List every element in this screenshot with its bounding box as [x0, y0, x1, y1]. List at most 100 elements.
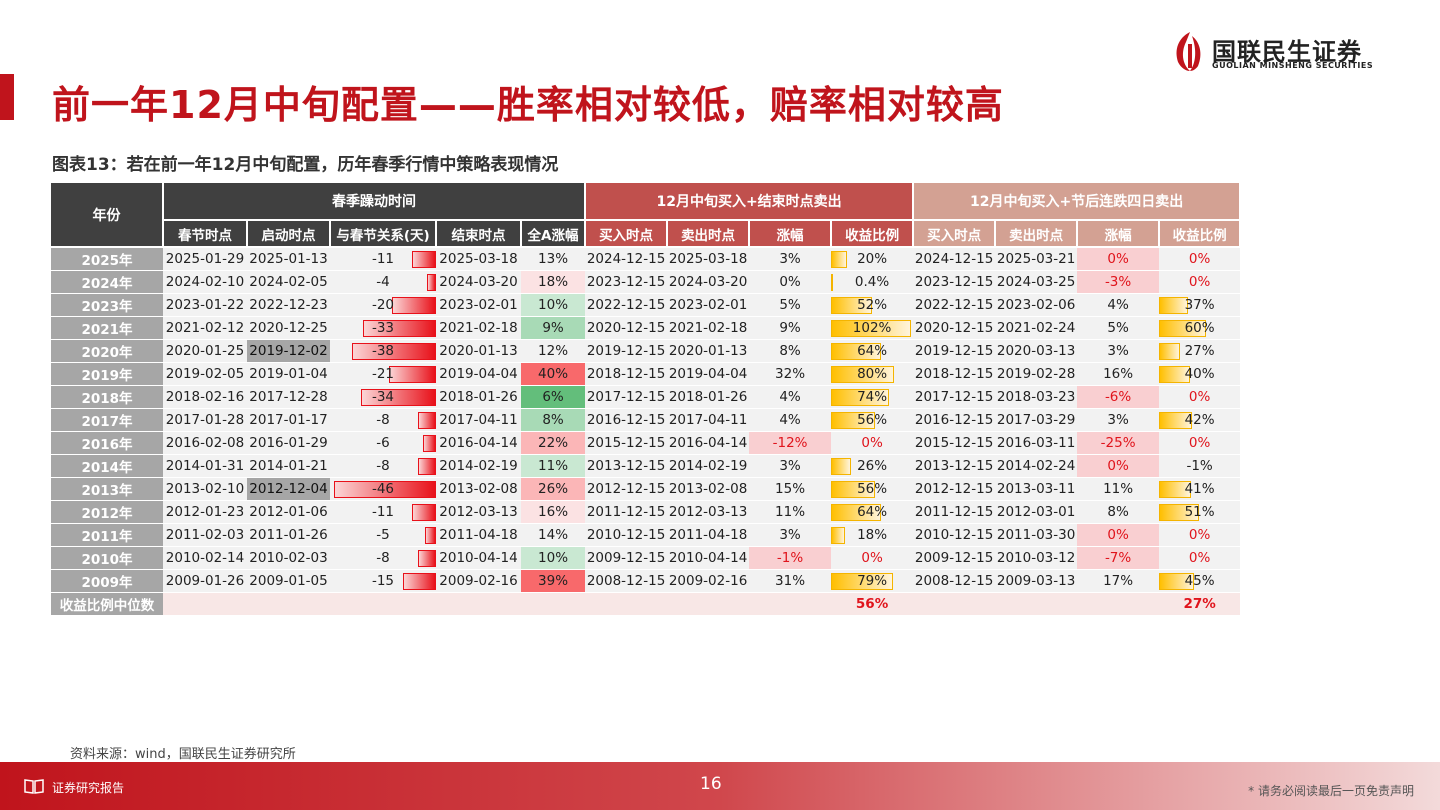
days-bar-cell: -21 — [330, 362, 436, 386]
chart-subtitle: 图表13：若在前一年12月中旬配置，历年春季行情中策略表现情况 — [52, 155, 559, 175]
ratio-cell: 0% — [831, 431, 914, 455]
date-cell: 2024-12-15 — [585, 247, 668, 271]
date-cell: 2019-12-02 — [247, 339, 330, 363]
date-cell: 2011-12-15 — [913, 500, 996, 524]
change-cell: 3% — [1077, 339, 1160, 363]
date-cell: 2015-12-15 — [585, 431, 668, 455]
change-cell: 15% — [749, 477, 832, 501]
date-cell: 2017-01-17 — [247, 408, 330, 432]
date-cell: 2009-12-15 — [913, 546, 996, 570]
change-cell: -7% — [1077, 546, 1160, 570]
date-cell: 2009-03-13 — [995, 569, 1078, 593]
date-cell: 2018-03-23 — [995, 385, 1078, 409]
date-cell: 2009-01-26 — [163, 569, 247, 593]
days-bar — [411, 251, 436, 268]
date-cell: 2011-12-15 — [585, 500, 668, 524]
header-group-strategy1: 12月中旬买入+结束时点卖出 — [585, 183, 915, 221]
ratio-cell: 0% — [831, 546, 914, 570]
median-empty — [1077, 592, 1160, 615]
date-cell: 2011-02-03 — [163, 523, 247, 547]
date-cell: 2023-12-15 — [913, 270, 996, 294]
year-label: 2010年 — [51, 546, 163, 570]
days-bar — [418, 412, 436, 429]
days-bar-cell: -6 — [330, 431, 436, 455]
date-cell: 2020-12-25 — [247, 316, 330, 340]
date-cell: 2019-02-05 — [163, 362, 247, 386]
ratio-cell: 45% — [1159, 569, 1241, 593]
median-empty — [436, 592, 521, 615]
date-cell: 2024-02-05 — [247, 270, 330, 294]
date-cell: 2010-12-15 — [913, 523, 996, 547]
table-row: 2009年 2009-01-26 2009-01-05 -15 2009-02-16 39… — [51, 569, 1241, 593]
year-label: 2025年 — [51, 247, 163, 271]
change-cell: 8% — [1077, 500, 1160, 524]
days-bar — [418, 458, 436, 475]
ratio-value: 56% — [857, 412, 888, 428]
ratio-cell: 102% — [831, 316, 914, 340]
days-bar — [362, 320, 436, 337]
ratio-bar — [831, 274, 834, 291]
year-label: 2021年 — [51, 316, 163, 340]
date-cell: 2016-04-14 — [667, 431, 750, 455]
median-empty — [667, 592, 750, 615]
change-cell: 16% — [1077, 362, 1160, 386]
days-value: -21 — [371, 366, 395, 382]
column-header: 卖出时点 — [667, 220, 751, 248]
date-cell: 2020-01-13 — [667, 339, 750, 363]
date-cell: 2017-03-29 — [995, 408, 1078, 432]
ratio-bar — [831, 458, 852, 475]
ratio-cell: 56% — [831, 477, 914, 501]
table-row: 2012年 2012-01-23 2012-01-06 -11 2012-03-13 16… — [51, 500, 1241, 524]
date-cell: 2020-01-13 — [436, 339, 521, 363]
ratio-cell: 0% — [1159, 523, 1241, 547]
date-cell: 2017-01-28 — [163, 408, 247, 432]
median-empty — [585, 592, 668, 615]
ratio-value: 64% — [857, 504, 888, 520]
ratio-bar — [831, 412, 875, 429]
date-cell: 2016-12-15 — [585, 408, 668, 432]
ratio-value: 56% — [857, 481, 888, 497]
days-bar — [334, 481, 436, 498]
date-cell: 2017-12-15 — [585, 385, 668, 409]
change-cell: 8% — [749, 339, 832, 363]
column-header: 结束时点 — [436, 220, 522, 248]
days-bar-cell: -11 — [330, 500, 436, 524]
table-row: 2025年 2025-01-29 2025-01-13 -11 2025-03-18 13… — [51, 247, 1241, 271]
median-empty — [247, 592, 330, 615]
ratio-value: 60% — [1184, 320, 1215, 336]
ratio-cell: 0% — [1159, 270, 1241, 294]
ratio-bar — [1159, 320, 1207, 337]
ratio-value: 18% — [857, 527, 888, 543]
logo-icon — [1176, 32, 1201, 71]
ratio-bar — [831, 320, 912, 337]
change-cell: -1% — [749, 546, 832, 570]
date-cell: 2008-12-15 — [913, 569, 996, 593]
change-cell: 0% — [749, 270, 832, 294]
ratio-bar — [1159, 343, 1181, 360]
ratio-cell: 37% — [1159, 293, 1241, 317]
days-bar-cell: -46 — [330, 477, 436, 501]
date-cell: 2017-12-15 — [913, 385, 996, 409]
date-cell: 2012-12-15 — [585, 477, 668, 501]
date-cell: 2011-04-18 — [436, 523, 521, 547]
table-row: 2024年 2024-02-10 2024-02-05 -4 2024-03-20 18%… — [51, 270, 1241, 294]
date-cell: 2008-12-15 — [585, 569, 668, 593]
date-cell: 2014-01-21 — [247, 454, 330, 478]
column-header: 全A涨幅 — [521, 220, 587, 248]
date-cell: 2013-12-15 — [913, 454, 996, 478]
year-label: 2018年 — [51, 385, 163, 409]
days-bar-cell: -20 — [330, 293, 436, 317]
days-value: -11 — [371, 251, 395, 267]
source-note: 资料来源：wind，国联民生证券研究所 — [70, 747, 296, 762]
date-cell: 2012-03-13 — [667, 500, 750, 524]
ratio-value: 40% — [1184, 366, 1215, 382]
header-group-strategy2: 12月中旬买入+节后连跌四日卖出 — [913, 183, 1242, 221]
gain-cell: 26% — [521, 477, 586, 501]
change-cell: 3% — [749, 523, 832, 547]
days-bar-cell: -34 — [330, 385, 436, 409]
gain-cell: 6% — [521, 385, 586, 409]
date-cell: 2018-02-16 — [163, 385, 247, 409]
days-value: -33 — [371, 320, 395, 336]
date-cell: 2010-04-14 — [667, 546, 750, 570]
ratio-bar — [1159, 481, 1192, 498]
